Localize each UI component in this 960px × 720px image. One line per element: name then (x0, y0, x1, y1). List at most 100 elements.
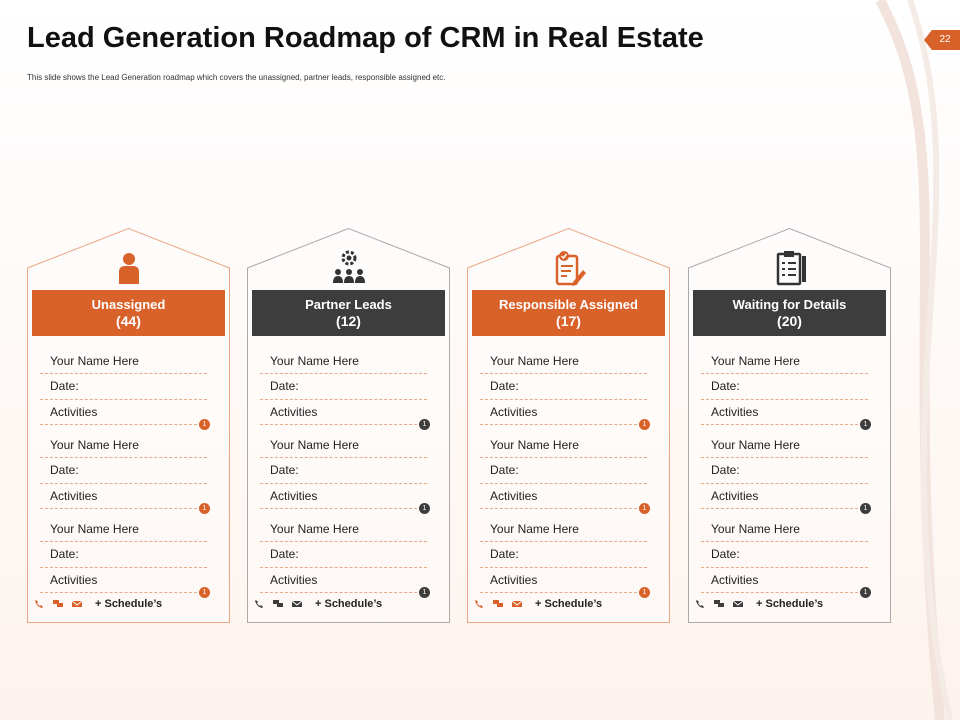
card-footer: + Schedule’s (474, 598, 602, 610)
name-field[interactable]: Your Name Here (40, 517, 207, 543)
name-field[interactable]: Your Name Here (701, 433, 868, 459)
date-field[interactable]: Date: (40, 458, 207, 484)
chat-icon[interactable] (493, 599, 503, 609)
name-field[interactable]: Your Name Here (260, 517, 427, 543)
lead-card-3: Waiting for Details (20) Your Name Here Dat… (688, 228, 891, 623)
activities-field[interactable]: Activities 1 (260, 568, 430, 598)
phone-icon[interactable] (474, 599, 484, 609)
name-field[interactable]: Your Name Here (480, 349, 647, 375)
activity-count-badge: 1 (199, 502, 210, 514)
date-field[interactable]: Date: (40, 374, 207, 400)
activity-count-badge: 1 (199, 418, 210, 430)
activity-count-badge: 1 (419, 586, 430, 598)
name-field[interactable]: Your Name Here (701, 349, 868, 375)
clipboard-check-icon (549, 248, 589, 288)
phone-icon[interactable] (695, 599, 705, 609)
mail-icon[interactable] (732, 599, 744, 609)
activities-label: Activities (490, 404, 538, 419)
lead-entry: Your Name Here Date: Activities 1 (701, 349, 871, 430)
phone-icon[interactable] (254, 599, 264, 609)
lead-entry: Your Name Here Date: Activities 1 (480, 349, 650, 430)
date-field[interactable]: Date: (480, 542, 647, 568)
schedule-button[interactable]: + Schedule’s (315, 598, 383, 610)
date-field[interactable]: Date: (701, 542, 868, 568)
person-icon (109, 248, 149, 288)
card-footer: + Schedule’s (695, 598, 823, 610)
activities-label: Activities (50, 572, 98, 587)
lead-entry: Your Name Here Date: Activities 1 (260, 349, 430, 430)
activities-field[interactable]: Activities 1 (40, 568, 210, 598)
chat-icon[interactable] (273, 599, 283, 609)
name-field[interactable]: Your Name Here (701, 517, 868, 543)
name-field[interactable]: Your Name Here (480, 433, 647, 459)
date-field[interactable]: Date: (40, 542, 207, 568)
activities-field[interactable]: Activities 1 (40, 484, 210, 514)
date-field[interactable]: Date: (260, 542, 427, 568)
date-field[interactable]: Date: (260, 374, 427, 400)
date-field[interactable]: Date: (260, 458, 427, 484)
lead-entry: Your Name Here Date: Activities 1 (480, 433, 650, 514)
card-count: (17) (556, 313, 581, 329)
schedule-button[interactable]: + Schedule’s (535, 598, 603, 610)
mail-icon[interactable] (291, 599, 303, 609)
activities-label: Activities (490, 488, 538, 503)
activities-label: Activities (50, 488, 98, 503)
schedule-button[interactable]: + Schedule’s (756, 598, 824, 610)
activities-field[interactable]: Activities 1 (480, 568, 650, 598)
activities-field[interactable]: Activities 1 (701, 484, 871, 514)
card-header: Unassigned (44) (32, 290, 225, 336)
name-field[interactable]: Your Name Here (40, 349, 207, 375)
activities-field[interactable]: Activities 1 (40, 400, 210, 430)
card-footer: + Schedule’s (254, 598, 382, 610)
date-field[interactable]: Date: (480, 374, 647, 400)
card-footer: + Schedule’s (34, 598, 162, 610)
page-title: Lead Generation Roadmap of CRM in Real E… (27, 22, 704, 54)
page-number-badge: 22 (924, 30, 960, 50)
card-label: Unassigned (91, 297, 166, 312)
activities-field[interactable]: Activities 1 (260, 484, 430, 514)
lead-card-2: Responsible Assigned (17) Your Name Here Da… (467, 228, 670, 623)
activities-label: Activities (490, 572, 538, 587)
schedule-button[interactable]: + Schedule’s (95, 598, 163, 610)
card-count: (12) (336, 313, 361, 329)
checklist-icon (770, 248, 810, 288)
card-header: Waiting for Details (20) (693, 290, 886, 336)
card-count: (20) (777, 313, 802, 329)
card-header: Partner Leads (12) (252, 290, 445, 336)
activity-count-badge: 1 (419, 502, 430, 514)
name-field[interactable]: Your Name Here (40, 433, 207, 459)
activities-field[interactable]: Activities 1 (701, 400, 871, 430)
mail-icon[interactable] (71, 599, 83, 609)
activity-count-badge: 1 (639, 418, 650, 430)
phone-icon[interactable] (34, 599, 44, 609)
activities-label: Activities (270, 404, 318, 419)
lead-entry: Your Name Here Date: Activities 1 (701, 433, 871, 514)
card-count: (44) (116, 313, 141, 329)
activity-count-badge: 1 (639, 502, 650, 514)
activities-field[interactable]: Activities 1 (480, 484, 650, 514)
name-field[interactable]: Your Name Here (260, 349, 427, 375)
date-field[interactable]: Date: (701, 458, 868, 484)
card-label: Partner Leads (305, 297, 392, 312)
card-label: Waiting for Details (732, 297, 847, 312)
lead-entry: Your Name Here Date: Activities 1 (40, 349, 210, 430)
lead-entry: Your Name Here Date: Activities 1 (40, 517, 210, 598)
lead-entry: Your Name Here Date: Activities 1 (260, 433, 430, 514)
date-field[interactable]: Date: (701, 374, 868, 400)
activity-count-badge: 1 (860, 418, 871, 430)
mail-icon[interactable] (511, 599, 523, 609)
activities-field[interactable]: Activities 1 (480, 400, 650, 430)
activity-count-badge: 1 (419, 418, 430, 430)
name-field[interactable]: Your Name Here (480, 517, 647, 543)
lead-card-1: Partner Leads (12) Your Name Here Date: Acti… (247, 228, 450, 623)
chat-icon[interactable] (53, 599, 63, 609)
activity-count-badge: 1 (199, 586, 210, 598)
date-field[interactable]: Date: (480, 458, 647, 484)
activities-field[interactable]: Activities 1 (701, 568, 871, 598)
chat-icon[interactable] (714, 599, 724, 609)
name-field[interactable]: Your Name Here (260, 433, 427, 459)
activities-field[interactable]: Activities 1 (260, 400, 430, 430)
activities-label: Activities (270, 572, 318, 587)
activity-count-badge: 1 (860, 586, 871, 598)
activities-label: Activities (711, 404, 759, 419)
